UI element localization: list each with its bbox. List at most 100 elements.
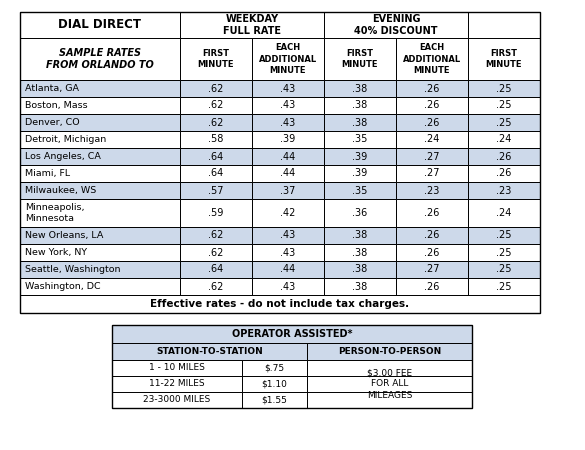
Bar [20,38,180,80]
Bar [180,97,252,114]
Text: SAMPLE RATES
FROM ORLANDO TO: SAMPLE RATES FROM ORLANDO TO [46,48,154,70]
Text: .62: .62 [208,100,223,111]
Text: .26: .26 [424,100,440,111]
Bar [324,182,396,199]
Bar [180,199,252,227]
Bar [252,148,324,165]
Text: .35: .35 [352,185,368,195]
Text: EACH
ADDITIONAL
MINUTE: EACH ADDITIONAL MINUTE [403,43,461,75]
Bar [324,165,396,182]
Bar [468,244,540,261]
Text: .25: .25 [496,230,512,240]
Text: .44: .44 [280,168,295,179]
Bar [468,199,540,227]
Bar [20,131,180,148]
Text: 11-22 MILES: 11-22 MILES [149,379,205,388]
Text: .43: .43 [280,230,295,240]
Bar [20,12,540,313]
Text: Washington, DC: Washington, DC [25,282,101,291]
Text: .39: .39 [352,152,367,162]
Bar [242,360,307,376]
Bar [252,38,324,80]
Bar [468,165,540,182]
Bar [20,80,180,97]
Bar [324,131,396,148]
Text: WEEKDAY
FULL RATE: WEEKDAY FULL RATE [223,14,281,36]
Text: OPERATOR ASSISTED*: OPERATOR ASSISTED* [232,329,352,339]
Text: .62: .62 [208,248,223,257]
Bar [324,227,396,244]
Bar [324,114,396,131]
Bar [307,343,472,360]
Text: .42: .42 [280,208,295,218]
Text: .25: .25 [496,265,512,274]
Text: .43: .43 [280,84,295,94]
Bar [20,165,180,182]
Text: $3.00 FEE
FOR ALL
MILEAGES: $3.00 FEE FOR ALL MILEAGES [367,369,412,400]
Text: .62: .62 [208,117,223,127]
Text: .26: .26 [424,248,440,257]
Bar [20,199,180,227]
Text: .36: .36 [352,208,367,218]
Text: $1.10: $1.10 [261,379,287,388]
Bar [324,244,396,261]
Text: 1 - 10 MILES: 1 - 10 MILES [149,364,205,373]
Text: .64: .64 [208,152,223,162]
Bar [396,199,468,227]
Text: .62: .62 [208,230,223,240]
Bar [396,97,468,114]
Text: Detroit, Michigan: Detroit, Michigan [25,135,106,144]
Bar [180,227,252,244]
Bar [324,12,468,38]
Bar [112,343,307,360]
Bar [468,278,540,295]
Text: .38: .38 [352,84,367,94]
Text: DIAL DIRECT: DIAL DIRECT [58,18,142,32]
Bar [307,376,472,392]
Text: .27: .27 [424,265,440,274]
Text: Effective rates - do not include tax charges.: Effective rates - do not include tax cha… [150,299,410,309]
Bar [180,80,252,97]
Bar [20,244,180,261]
Bar [180,38,252,80]
Bar [20,12,180,38]
Bar [242,376,307,392]
Text: Boston, Mass: Boston, Mass [25,101,88,110]
Text: .24: .24 [496,135,512,144]
Text: .27: .27 [424,152,440,162]
Text: .24: .24 [496,208,512,218]
Bar [112,360,242,376]
Bar [180,165,252,182]
Bar [252,131,324,148]
Bar [252,244,324,261]
Text: .26: .26 [424,117,440,127]
Bar [396,261,468,278]
Text: $.75: $.75 [264,364,284,373]
Bar [396,131,468,148]
Bar [112,392,242,408]
Bar [180,12,324,38]
Bar [20,261,180,278]
Text: .37: .37 [280,185,295,195]
Text: EVENING
40% DISCOUNT: EVENING 40% DISCOUNT [355,14,438,36]
Bar [252,97,324,114]
Bar [396,244,468,261]
Bar [396,182,468,199]
Text: 23-3000 MILES: 23-3000 MILES [143,396,211,405]
Bar [242,392,307,408]
Bar [252,114,324,131]
Bar [180,244,252,261]
Text: .25: .25 [496,84,512,94]
Bar [468,131,540,148]
Text: .25: .25 [496,248,512,257]
Text: Atlanta, GA: Atlanta, GA [25,84,79,93]
Text: Miami, FL: Miami, FL [25,169,70,178]
Text: .44: .44 [280,265,295,274]
Bar [396,114,468,131]
Bar [252,227,324,244]
Text: FIRST
MINUTE: FIRST MINUTE [486,49,522,69]
Bar [324,278,396,295]
Text: Los Angeles, CA: Los Angeles, CA [25,152,101,161]
Text: Milwaukee, WS: Milwaukee, WS [25,186,97,195]
Bar [180,131,252,148]
